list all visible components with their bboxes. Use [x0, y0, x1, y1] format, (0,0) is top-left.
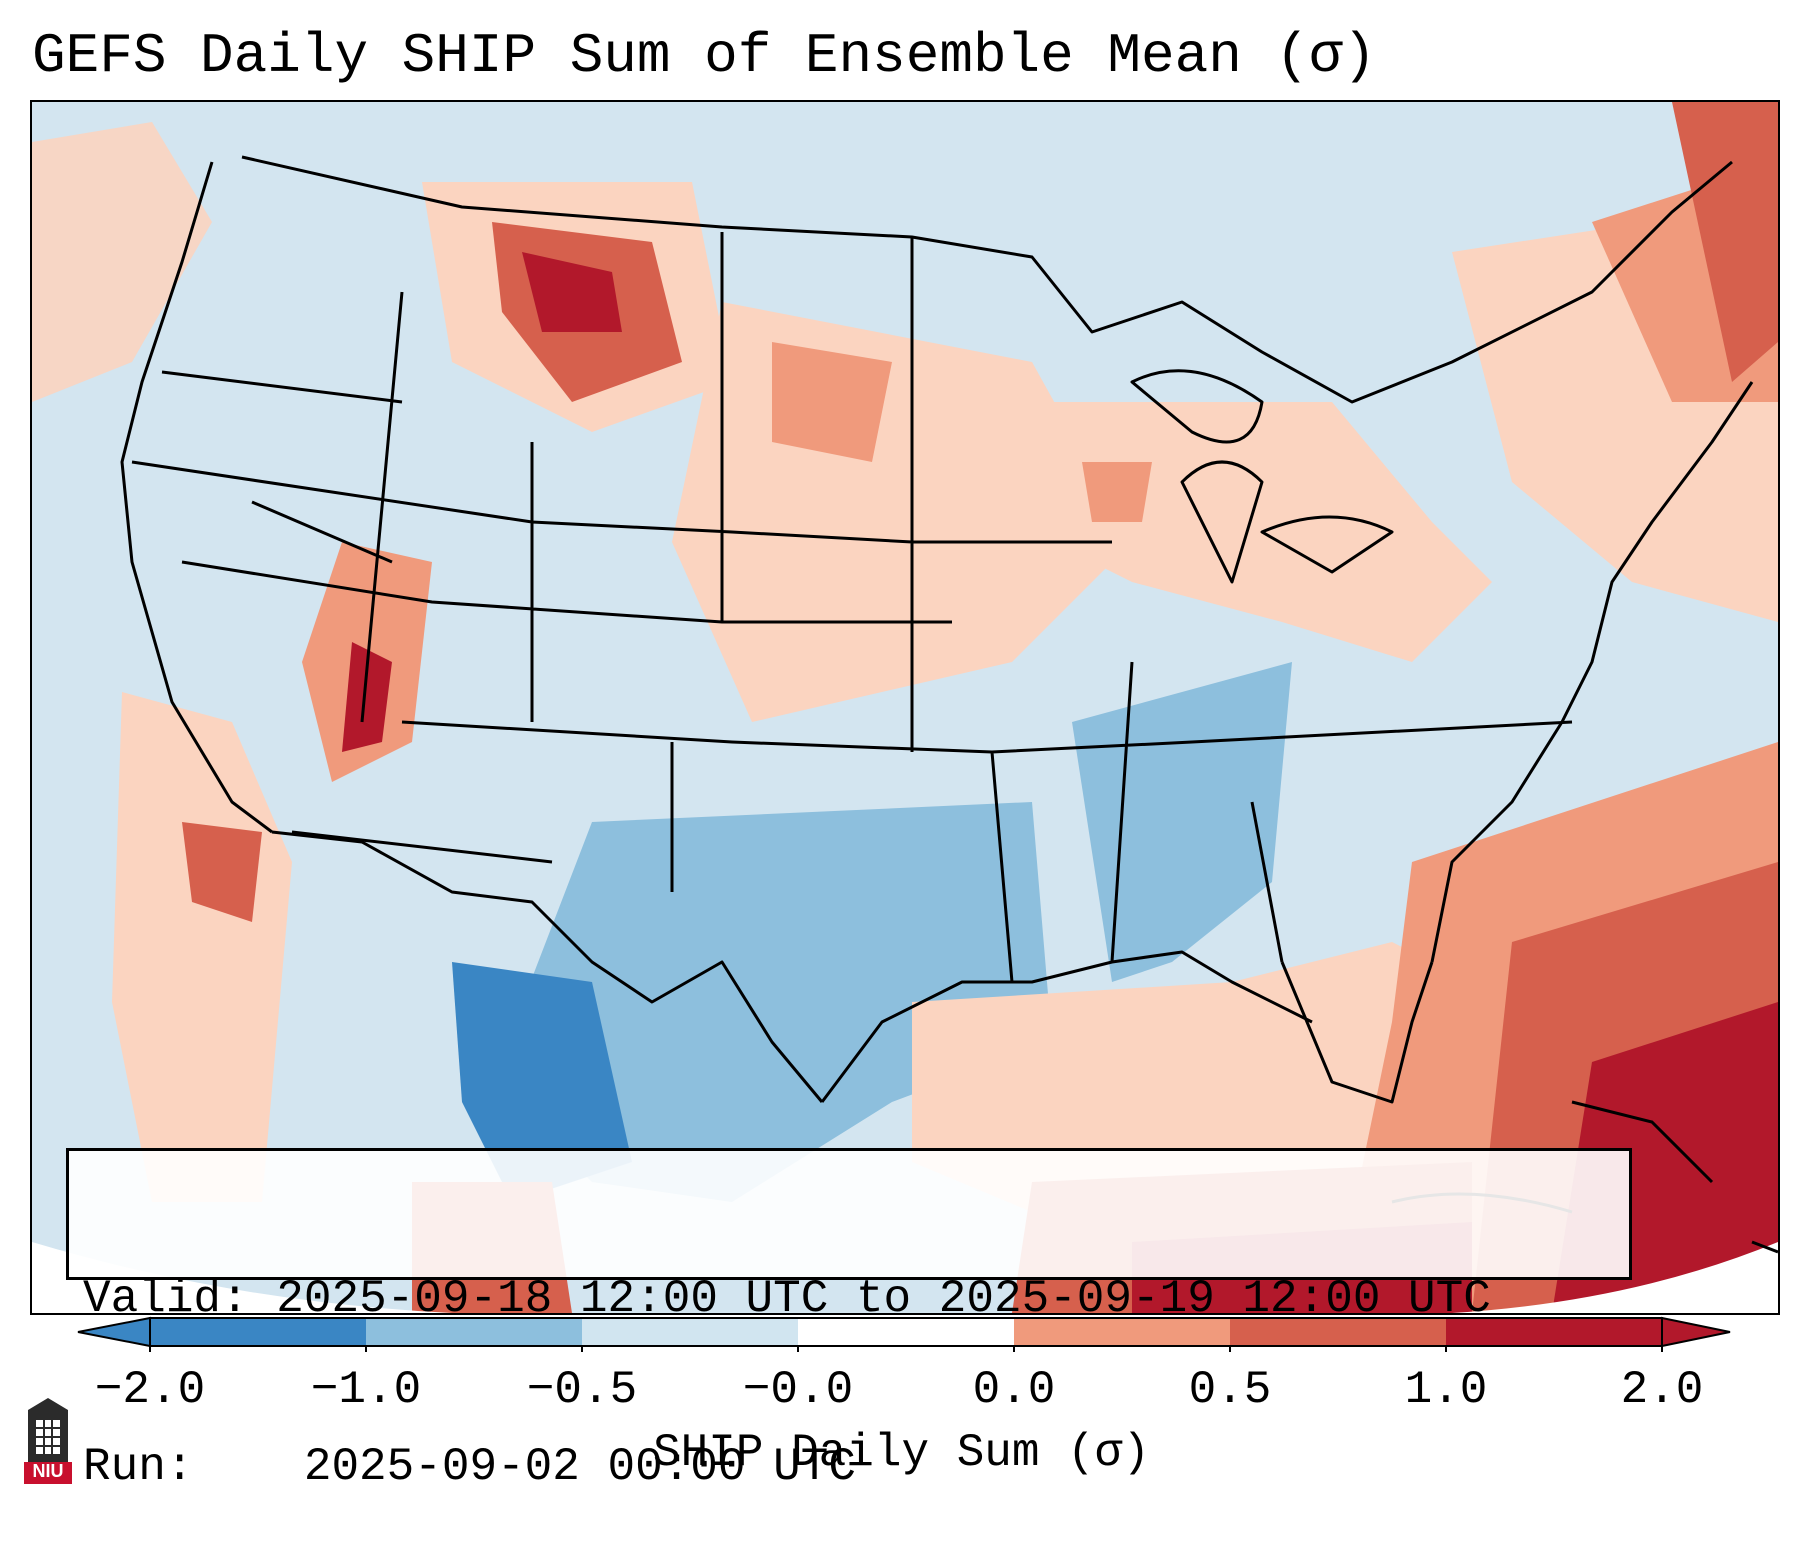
colorbar-segment [1230, 1318, 1447, 1346]
field-baja-west [112, 692, 292, 1202]
colorbar-segment [366, 1318, 583, 1346]
colorbar [0, 1312, 1803, 1352]
colorbar-tick-label: −0.5 [526, 1364, 638, 1416]
colorbar-tick-label: −0.0 [742, 1364, 854, 1416]
field-mexico-cool [452, 962, 632, 1202]
colorbar-tick-label: −2.0 [94, 1364, 206, 1416]
mexico-border [271, 830, 824, 1103]
map-panel [30, 100, 1780, 1315]
colorbar-segment [798, 1318, 1015, 1346]
valid-line: Valid: 2025-09-18 12:00 UTC to 2025-09-1… [83, 1271, 1615, 1327]
boundaries [120, 155, 1778, 1254]
colorbar-tick-label: −1.0 [310, 1364, 422, 1416]
valid-label: Valid: [83, 1273, 249, 1325]
niu-logo: NIU [20, 1392, 76, 1486]
projection-corner-right [1452, 1242, 1778, 1313]
east-coast [1430, 381, 1754, 963]
colorbar-outline [149, 1317, 1663, 1347]
field-great-basin-core [342, 642, 392, 752]
west-coast [120, 161, 273, 834]
state-lines [131, 232, 1573, 983]
colorbar-tick-label: 0.0 [972, 1364, 1056, 1416]
great-lakes [1130, 369, 1394, 584]
logo-text: NIU [32, 1461, 64, 1481]
field-wisconsin [1082, 462, 1152, 522]
valid-value: 2025-09-18 12:00 UTC to 2025-09-19 12:00… [276, 1273, 1491, 1325]
field-texas-cool [492, 802, 1052, 1202]
canada-border [241, 155, 1733, 404]
field-pacific-nw [32, 122, 212, 402]
colorbar-svg [77, 1316, 1731, 1352]
colorbar-extend-low [77, 1316, 151, 1348]
chart-title: GEFS Daily SHIP Sum of Ensemble Mean (σ) [32, 24, 1377, 88]
colorbar-tick-label: 2.0 [1620, 1364, 1704, 1416]
run-value: 2025-09-02 00:00 UTC [303, 1441, 856, 1493]
field-montana-core [522, 252, 622, 332]
niu-logo-icon [24, 1398, 72, 1484]
gulf-coast [820, 950, 1313, 1103]
field-socal-hot [182, 822, 262, 922]
field-ne-core [1672, 102, 1778, 382]
run-label: Run: [83, 1441, 194, 1493]
run-line: Run: 2025-09-02 00:00 UTC [83, 1439, 1615, 1495]
florida [1280, 961, 1434, 1104]
colorbar-segment [150, 1318, 367, 1346]
colorbar-extend-high [1661, 1316, 1731, 1348]
projection-corner-left [32, 1242, 452, 1313]
colorbar-segment [1014, 1318, 1231, 1346]
colorbar-tick-label: 1.0 [1404, 1364, 1488, 1416]
colorbar-label: SHIP Daily Sum (σ) [653, 1427, 1150, 1479]
colorbar-segment [1446, 1318, 1663, 1346]
validity-info-box: Valid: 2025-09-18 12:00 UTC to 2025-09-1… [66, 1148, 1632, 1493]
colorbar-tick-label: 0.5 [1188, 1364, 1272, 1416]
field-gulf [912, 942, 1512, 1212]
colorbar-segment [582, 1318, 799, 1346]
anomaly-map [32, 102, 1778, 1313]
field-dakotas [772, 342, 892, 462]
